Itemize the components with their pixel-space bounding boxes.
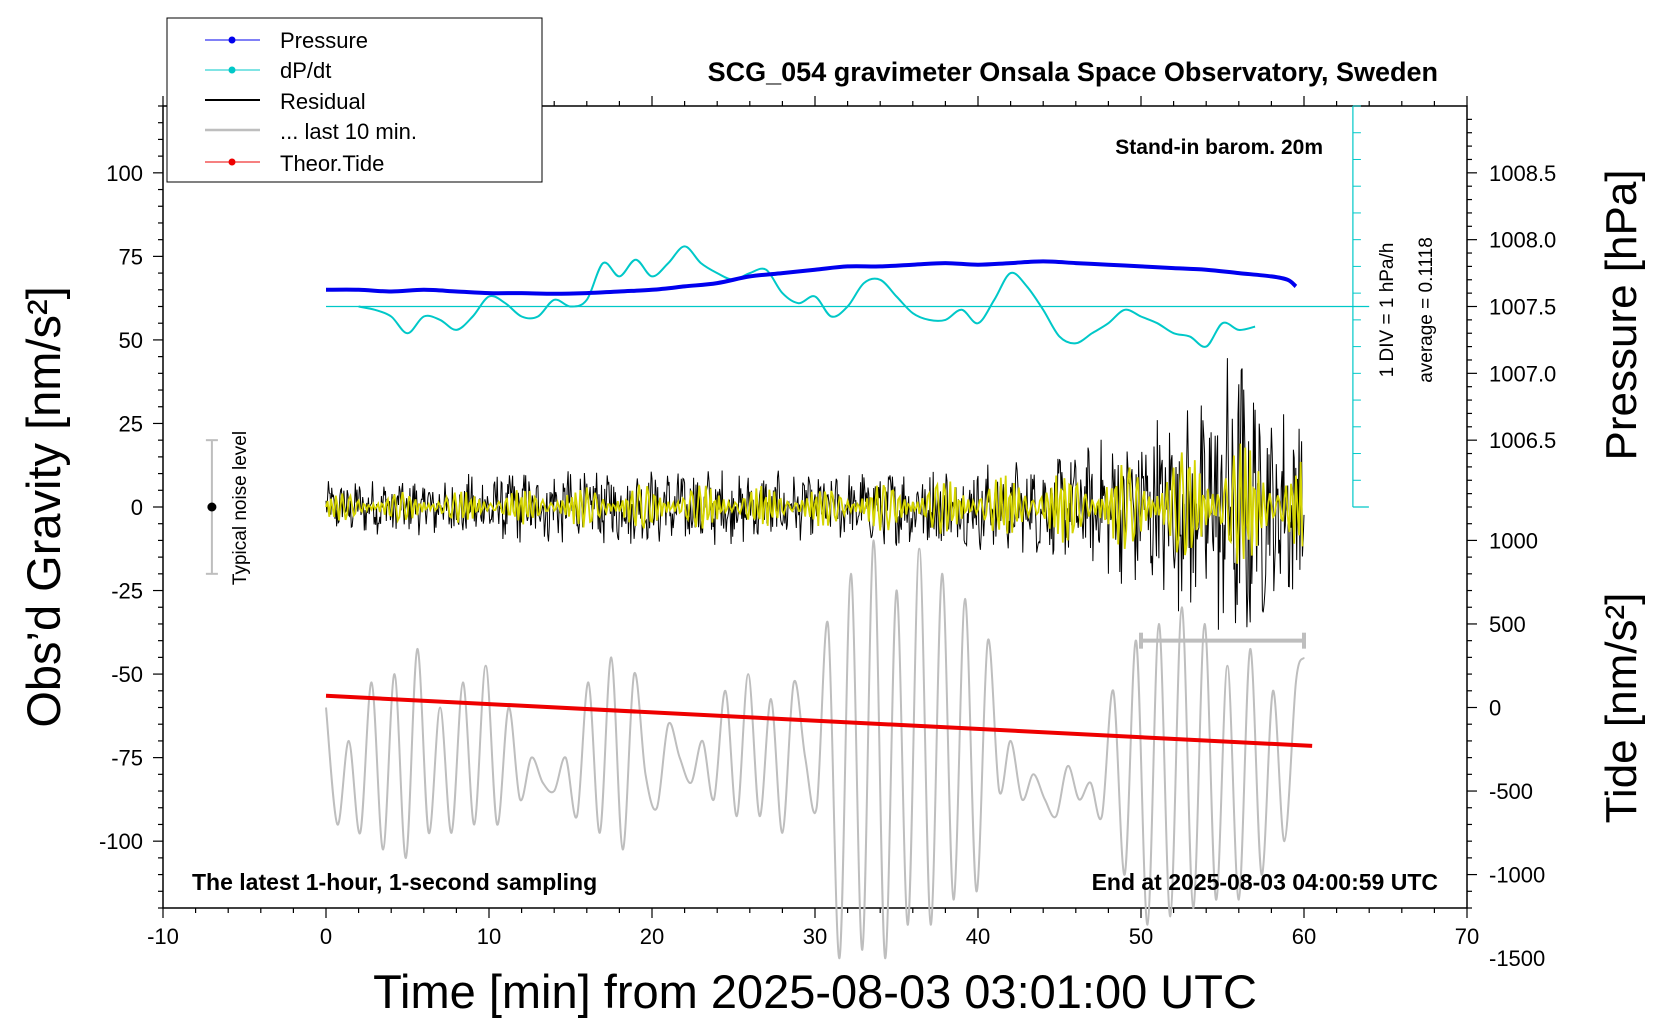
series-residual-line bbox=[325, 358, 1305, 630]
pressure-tick-label: 1008.0 bbox=[1489, 228, 1556, 253]
legend-marker-tide bbox=[228, 158, 236, 166]
tide-tick-label: 1000 bbox=[1489, 528, 1538, 553]
legend-item-pressure: Pressure bbox=[205, 28, 368, 53]
chart-title: SCG_054 gravimeter Onsala Space Observat… bbox=[708, 57, 1438, 87]
legend-label-residual: Residual bbox=[280, 89, 366, 114]
y-tick-label: 75 bbox=[119, 244, 143, 269]
legend-item-last10: ... last 10 min. bbox=[205, 119, 417, 144]
series-pressure-line bbox=[325, 259, 1298, 296]
legend-label-tide: Theor.Tide bbox=[280, 151, 384, 176]
x-tick-label: 40 bbox=[966, 924, 990, 949]
noise-bar-center bbox=[207, 502, 217, 512]
series-theor-tide-line bbox=[325, 693, 1313, 748]
x-tick-label: 0 bbox=[320, 924, 332, 949]
legend-item-dpdt: dP/dt bbox=[205, 58, 331, 83]
dpdt-average-label: average = 0.1118 bbox=[1416, 237, 1437, 383]
tide-tick-label: 0 bbox=[1489, 696, 1501, 721]
legend: Pressure dP/dt Residual ... last 10 min.… bbox=[166, 17, 543, 183]
tide-tick-label: 500 bbox=[1489, 612, 1526, 637]
series-layer bbox=[325, 245, 1313, 960]
legend-label-dpdt: dP/dt bbox=[280, 58, 331, 83]
noise-level-label: Typical noise level bbox=[230, 431, 251, 585]
pressure-tick-label: 1008.5 bbox=[1489, 161, 1556, 186]
y-tick-label: 0 bbox=[131, 495, 143, 520]
axes-layer: -10 0 10 20 30 40 50 60 701007550250-25-50-75-10… bbox=[99, 96, 1556, 971]
x-tick-label: 20 bbox=[640, 924, 664, 949]
dpdt-div-label: 1 DIV = 1 hPa/h bbox=[1377, 243, 1398, 378]
x-tick-label: 60 bbox=[1292, 924, 1316, 949]
y-axis-title-left: Obs’d Gravity [nm/s²] bbox=[17, 286, 70, 727]
x-tick-label: -10 bbox=[147, 924, 179, 949]
barometer-note: Stand-in barom. 20m bbox=[1115, 136, 1323, 159]
series-last10-line bbox=[325, 539, 1305, 960]
y-tick-label: 50 bbox=[119, 328, 143, 353]
y-axis-title-pressure: Pressure [hPa] bbox=[1597, 169, 1646, 460]
x-tick-label: 30 bbox=[803, 924, 827, 949]
pressure-tick-label: 1006.5 bbox=[1489, 428, 1556, 453]
tide-tick-label: -1500 bbox=[1489, 946, 1545, 971]
y-tick-label: 100 bbox=[106, 161, 143, 186]
series-filtered-residual-line bbox=[325, 443, 1304, 564]
legend-marker-dpdt bbox=[228, 66, 236, 74]
legend-item-residual: Residual bbox=[205, 89, 366, 114]
y-tick-label: -100 bbox=[99, 829, 143, 854]
x-axis-title: Time [min] from 2025-08-03 03:01:00 UTC bbox=[373, 965, 1257, 1018]
y-tick-label: -25 bbox=[111, 579, 143, 604]
x-tick-label: 10 bbox=[477, 924, 501, 949]
subtitle-right: End at 2025-08-03 04:00:59 UTC bbox=[1092, 869, 1438, 895]
y-tick-label: -50 bbox=[111, 662, 143, 687]
legend-label-pressure: Pressure bbox=[280, 28, 368, 53]
legend-marker-pressure bbox=[228, 36, 236, 44]
y-axis-title-tide: Tide [nm/s²] bbox=[1597, 593, 1646, 824]
pressure-tick-label: 1007.0 bbox=[1489, 361, 1556, 386]
legend-label-last10: ... last 10 min. bbox=[280, 119, 417, 144]
subtitle-left: The latest 1-hour, 1-second sampling bbox=[192, 869, 597, 895]
tide-tick-label: -500 bbox=[1489, 779, 1533, 804]
y-tick-label: 25 bbox=[119, 411, 143, 436]
legend-item-tide: Theor.Tide bbox=[205, 151, 384, 176]
x-tick-label: 70 bbox=[1455, 924, 1479, 949]
series-dpdt-line bbox=[358, 245, 1256, 348]
pressure-tick-label: 1007.5 bbox=[1489, 295, 1556, 320]
y-tick-label: -75 bbox=[111, 746, 143, 771]
tide-tick-label: -1000 bbox=[1489, 863, 1545, 888]
x-tick-label: 50 bbox=[1129, 924, 1153, 949]
